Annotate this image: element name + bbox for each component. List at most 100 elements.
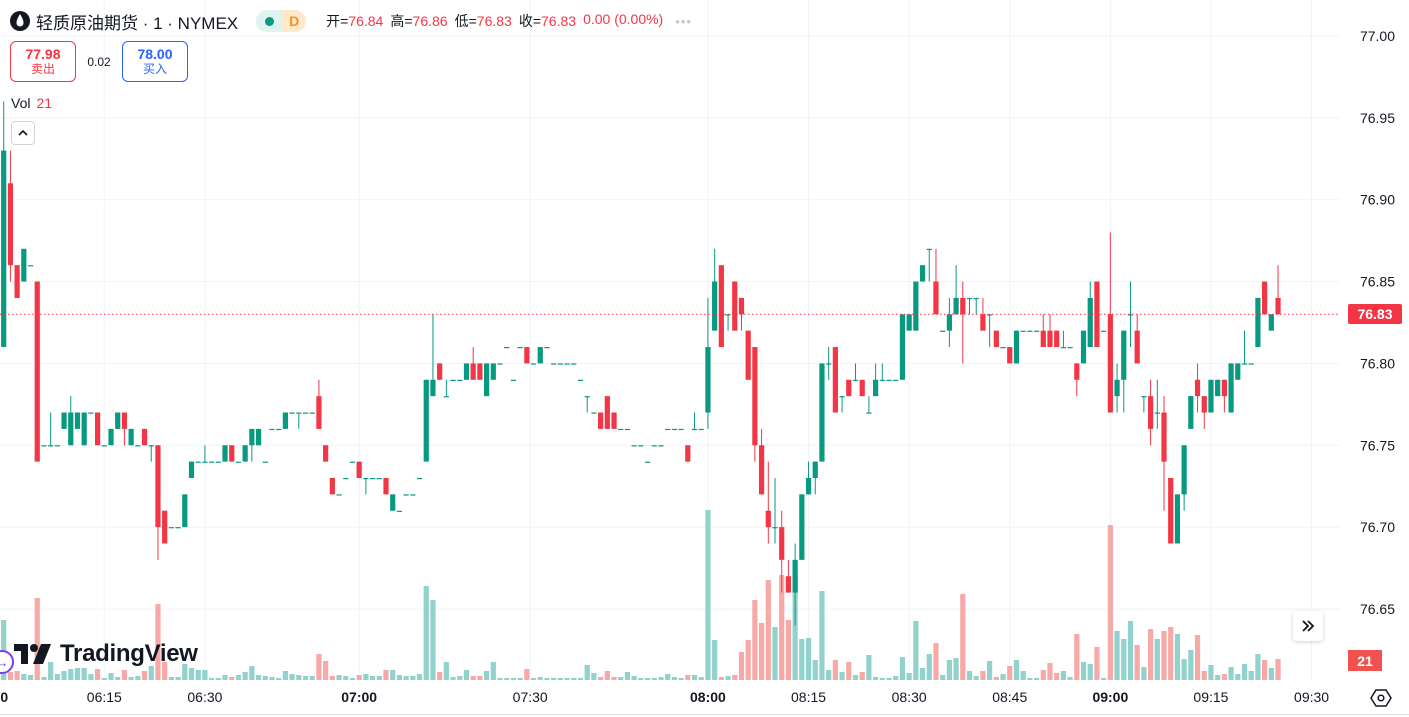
candle-body bbox=[658, 445, 664, 447]
candle-body bbox=[403, 494, 409, 496]
volume-bar bbox=[658, 677, 664, 680]
candle-body bbox=[591, 412, 597, 414]
price-axis[interactable]: 77.00 76.95 76.90 76.85 76.80 76.75 76.70 76.65 bbox=[1360, 28, 1395, 617]
candle-body bbox=[732, 281, 738, 331]
volume-bar bbox=[88, 674, 94, 680]
candle-body bbox=[490, 363, 496, 380]
sell-button[interactable]: 77.98 卖出 bbox=[10, 41, 76, 82]
volume-bar bbox=[906, 673, 912, 680]
time-axis[interactable]: 06:00 06:15 06:30 07:00 07:30 08:00 08:15 08:30… bbox=[0, 689, 1329, 705]
volume-bar bbox=[484, 671, 490, 680]
volume-bar bbox=[175, 677, 181, 680]
candle-body bbox=[785, 576, 792, 593]
tradingview-logo[interactable]: TradingView bbox=[14, 640, 198, 668]
symbol-title[interactable]: 轻质原油期货 · 1 · NYMEX bbox=[36, 13, 239, 33]
candle bbox=[242, 445, 248, 462]
candle bbox=[27, 265, 34, 267]
candle-body bbox=[1121, 330, 1127, 380]
candle-body bbox=[846, 379, 852, 397]
candle bbox=[470, 347, 476, 380]
candle bbox=[551, 363, 557, 365]
candle bbox=[792, 543, 798, 626]
volume-bar bbox=[886, 678, 892, 680]
volume-bar bbox=[336, 675, 342, 680]
candle bbox=[631, 445, 637, 447]
volume-bar bbox=[296, 675, 302, 680]
volume-bar bbox=[551, 678, 557, 680]
volume-bar bbox=[846, 662, 852, 680]
candle bbox=[416, 477, 423, 480]
candle-body bbox=[718, 265, 724, 348]
candle bbox=[1013, 330, 1020, 364]
candle bbox=[168, 527, 174, 529]
volume-bar bbox=[141, 671, 148, 680]
candle-body bbox=[1168, 477, 1174, 544]
candle-body bbox=[551, 363, 557, 365]
candle-body bbox=[443, 396, 449, 398]
candle-body bbox=[678, 428, 684, 431]
candle bbox=[1168, 477, 1174, 544]
candle bbox=[1154, 379, 1160, 429]
tradingview-logo-icon bbox=[14, 644, 51, 664]
candle-body bbox=[873, 379, 879, 397]
candle-body bbox=[1013, 330, 1020, 364]
last-price-label: 76.83 bbox=[1348, 304, 1402, 325]
candle-body bbox=[302, 412, 309, 414]
collapse-legend-button[interactable] bbox=[11, 121, 35, 145]
candle bbox=[222, 445, 228, 462]
candle-body bbox=[68, 412, 74, 446]
volume-legend[interactable]: Vol 21 bbox=[11, 95, 52, 111]
buy-button[interactable]: 78.00 买入 bbox=[122, 41, 188, 82]
volume-bar bbox=[826, 670, 832, 680]
candle-body bbox=[993, 330, 999, 348]
candle bbox=[296, 412, 302, 429]
settings-hexagon-icon[interactable] bbox=[1370, 687, 1392, 709]
oil-drop-icon bbox=[10, 11, 30, 31]
candle bbox=[343, 477, 349, 480]
candle-body bbox=[1101, 330, 1107, 332]
price-tick-label: 76.90 bbox=[1360, 192, 1395, 208]
volume-bar bbox=[940, 675, 946, 680]
candle-body bbox=[235, 461, 242, 463]
candle bbox=[859, 379, 865, 397]
candle-body bbox=[859, 379, 865, 397]
more-icon[interactable]: ••• bbox=[675, 13, 692, 29]
candle bbox=[21, 248, 27, 282]
candle bbox=[993, 330, 999, 348]
candle-body bbox=[618, 428, 624, 431]
double-chevron-right-icon bbox=[1302, 620, 1315, 632]
volume-bar bbox=[1027, 678, 1033, 680]
time-tick-label: 09:30 bbox=[1294, 689, 1329, 705]
volume-bar bbox=[94, 669, 101, 680]
candle bbox=[852, 363, 859, 381]
volume-bar bbox=[893, 676, 899, 680]
candle-body bbox=[81, 412, 87, 446]
candle bbox=[369, 477, 376, 480]
volume-bar bbox=[403, 676, 409, 680]
volume-bar bbox=[785, 620, 792, 680]
candle bbox=[1215, 379, 1221, 397]
time-tick-label: 08:45 bbox=[992, 689, 1027, 705]
scroll-to-realtime-button[interactable] bbox=[1293, 611, 1323, 641]
time-tick-label: 08:30 bbox=[892, 689, 927, 705]
candle bbox=[712, 248, 718, 331]
volume-bar bbox=[517, 678, 523, 680]
candle-body bbox=[1228, 363, 1234, 413]
volume-bar bbox=[631, 676, 637, 680]
candle bbox=[779, 510, 785, 593]
volume-bar bbox=[457, 676, 463, 680]
volume-bars bbox=[1, 510, 1281, 680]
candle-body bbox=[537, 347, 543, 364]
volume-bar bbox=[873, 677, 879, 680]
volume-bar bbox=[577, 678, 584, 680]
time-tick-label: 06:15 bbox=[87, 689, 122, 705]
candle-body bbox=[1027, 330, 1033, 332]
candle-body bbox=[41, 445, 47, 447]
candle bbox=[618, 428, 624, 431]
symbol-header: 轻质原油期货 · 1 · NYMEX D 开=76.84 高=76.86 低=7… bbox=[10, 9, 692, 33]
candle-body bbox=[470, 363, 476, 380]
candle bbox=[390, 494, 396, 511]
market-status-badge[interactable]: D bbox=[256, 10, 307, 32]
time-tick-label: 07:00 bbox=[341, 689, 377, 705]
